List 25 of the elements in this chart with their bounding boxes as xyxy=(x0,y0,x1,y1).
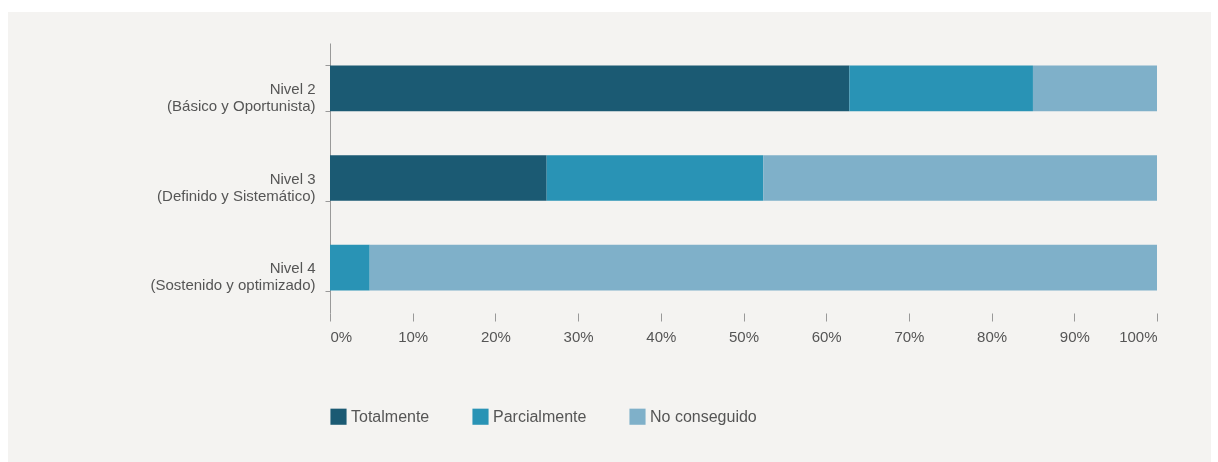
legend-label: Totalmente xyxy=(351,407,430,425)
y-tick-label: Nivel 2 (Básico y Oportunista) xyxy=(167,79,316,114)
bar xyxy=(849,65,1033,112)
x-tick-label: 10% xyxy=(398,327,429,345)
x-tick-label: 20% xyxy=(480,327,511,345)
bar xyxy=(763,155,1157,201)
x-tick-label: 90% xyxy=(1059,327,1090,345)
x-tick-label: 30% xyxy=(563,327,594,345)
legend-label: Parcialmente xyxy=(493,407,587,425)
bar xyxy=(330,65,850,112)
y-tick-label: Nivel 4 (Sostenido y optimizado) xyxy=(150,259,316,294)
legend-label: No conseguido xyxy=(650,407,757,425)
bar xyxy=(369,244,1157,291)
x-tick-label: 100% xyxy=(1119,327,1158,345)
bar xyxy=(330,155,547,201)
x-tick-label: 40% xyxy=(646,327,677,345)
bar xyxy=(330,244,370,291)
bar xyxy=(1032,65,1157,112)
y-tick-label: Nivel 3 (Definido y Sistemático) xyxy=(157,169,316,204)
x-tick-label: 0% xyxy=(330,327,353,345)
x-tick-label: 70% xyxy=(894,327,925,345)
x-tick-label: 60% xyxy=(811,327,842,345)
x-tick-label: 50% xyxy=(728,327,760,345)
x-tick-label: 80% xyxy=(977,327,1008,345)
bar xyxy=(546,155,764,201)
